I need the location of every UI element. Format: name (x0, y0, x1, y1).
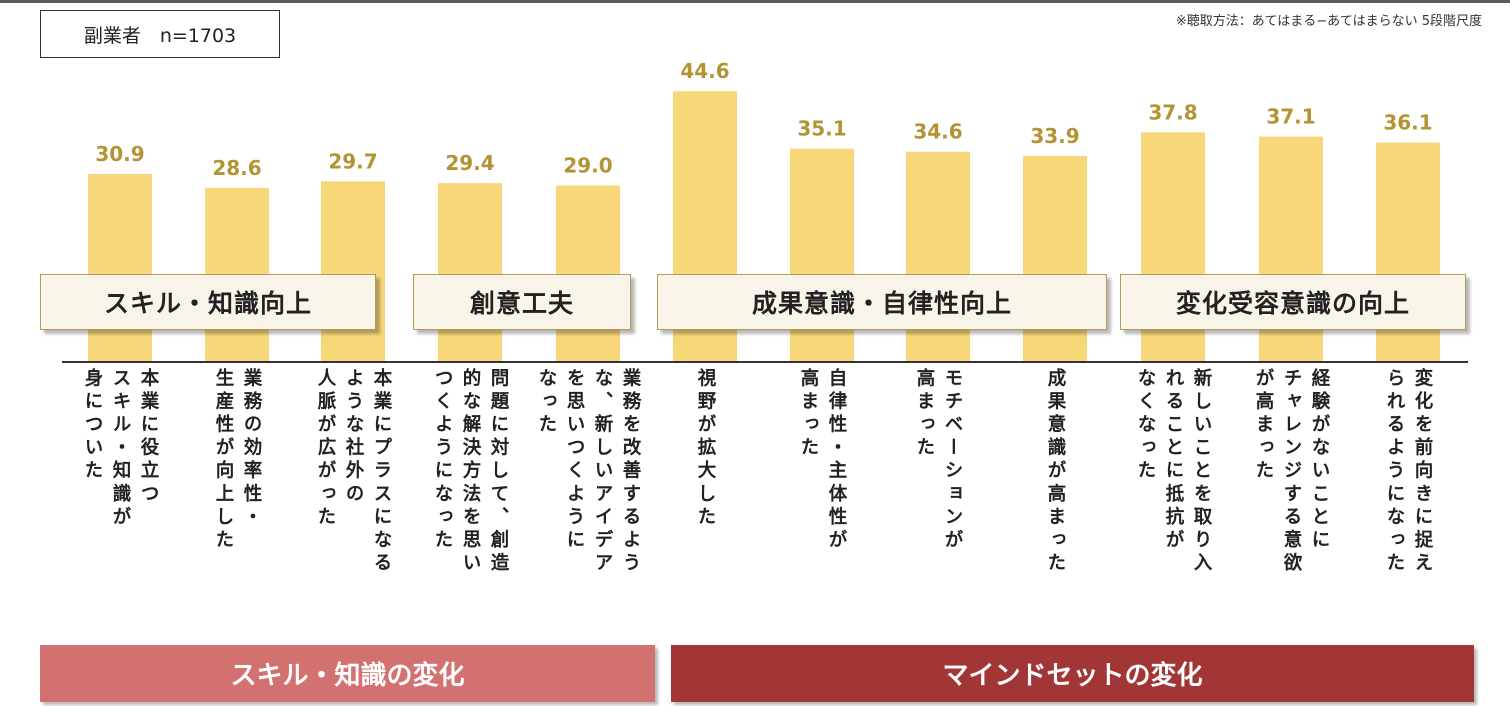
category-label-5-line-4: なった (536, 368, 557, 438)
category-label-7-line-1: 自律性・主体性が (826, 368, 847, 553)
bar-value-label-1: 30.9 (95, 142, 144, 166)
bar-1 (88, 174, 152, 361)
category-label-12-line-1: 変化を前向きに捉え (1412, 368, 1433, 576)
category-label-5-line-1: 業務を改善するよう (620, 368, 641, 576)
group-label-creativity: 創意工夫 (469, 289, 574, 318)
category-label-2-line-1: 業務の効率性・ (241, 368, 262, 530)
category-label-11-line-2: チャレンジする意欲 (1281, 368, 1302, 576)
category-label-10-line-3: なくなった (1135, 368, 1156, 484)
group-box-change-acceptance: 変化受容意識の向上 (1120, 274, 1466, 330)
top-rule (0, 0, 1510, 3)
bar-value-label-12: 36.1 (1383, 111, 1432, 135)
category-label-3-line-2: ような社外の (343, 368, 364, 507)
bar-5 (556, 185, 620, 361)
category-label-8-line-1: モチベーションが (942, 368, 963, 553)
category-label-1-line-3: 身についた (82, 368, 103, 484)
bar-3 (321, 181, 385, 361)
group-label-change-acceptance: 変化受容意識の向上 (1175, 289, 1410, 318)
sample-size-box: 副業者 n=1703 (40, 10, 280, 58)
group-box-autonomy: 成果意識・自律性向上 (657, 274, 1107, 330)
category-label-4-line-3: つくようになった (432, 368, 453, 553)
category-label-4-line-2: 的な解決方法を思い (460, 368, 481, 576)
category-label-6: 視野が拡大した (693, 368, 717, 530)
category-label-3-line-1: 本業にプラスになる (371, 368, 392, 576)
category-label-11: 経験がないことに チャレンジする意欲 が高まった (1251, 368, 1331, 576)
group-label-autonomy: 成果意識・自律性向上 (751, 289, 1012, 318)
category-label-4: 問題に対して、創造 的な解決方法を思い つくようになった (430, 368, 510, 576)
category-label-6-line-1: 視野が拡大した (695, 368, 716, 530)
bar-9 (1023, 155, 1087, 361)
category-label-9: 成果意識が高まった (1043, 368, 1067, 576)
bar-value-label-10: 37.8 (1148, 100, 1197, 124)
category-label-11-line-1: 経験がないことに (1309, 368, 1330, 553)
category-label-3: 本業にプラスになる ような社外の 人脈が広がった (313, 368, 393, 576)
category-label-2-line-2: 生産性が向上した (213, 368, 234, 553)
category-label-1-line-1: 本業に役立つ (138, 368, 159, 507)
category-label-1: 本業に役立つ スキル・知識が 身についた (80, 368, 160, 530)
category-label-7-line-2: 高まった (798, 368, 819, 461)
band-label-skill-change: スキル・知識の変化 (230, 661, 465, 691)
survey-method-note: ※聴取方法：あてはまる−あてはまらない 5段階尺度 (1175, 14, 1482, 29)
category-label-8-line-2: 高まった (914, 368, 935, 461)
group-label-skill: スキル・知識向上 (103, 289, 312, 318)
sample-size-label: 副業者 n=1703 (83, 24, 237, 47)
category-label-11-line-3: が高まった (1253, 368, 1274, 484)
bar-value-label-9: 33.9 (1030, 124, 1079, 148)
bar-4 (438, 183, 502, 361)
bar-value-label-7: 35.1 (797, 117, 846, 141)
category-label-5: 業務を改善するよう な、新しいアイデア を思いつくように なった (534, 368, 642, 576)
category-label-7: 自律性・主体性が 高まった (796, 368, 848, 553)
category-label-5-line-2: な、新しいアイデア (592, 368, 613, 576)
category-label-12: 変化を前向きに捉え られるようになった (1382, 368, 1434, 576)
band-skill-change: スキル・知識の変化 (40, 645, 655, 702)
category-label-10-line-1: 新しいことを取り入 (1191, 368, 1212, 576)
bar-value-label-5: 29.0 (563, 154, 612, 178)
category-label-2: 業務の効率性・ 生産性が向上した (211, 368, 263, 553)
bar-value-label-6: 44.6 (680, 59, 729, 83)
bar-value-label-11: 37.1 (1266, 105, 1315, 129)
bar-value-label-3: 29.7 (328, 149, 377, 173)
category-axis (62, 361, 1468, 363)
category-label-1-line-2: スキル・知識が (110, 368, 131, 530)
category-label-8: モチベーションが 高まった (912, 368, 964, 553)
group-box-creativity: 創意工夫 (413, 274, 631, 330)
category-label-3-line-3: 人脈が広がった (315, 368, 336, 530)
bar-value-label-2: 28.6 (212, 156, 261, 180)
category-label-10-line-2: れることに抵抗が (1163, 368, 1184, 553)
category-label-12-line-2: られるようになった (1384, 368, 1405, 576)
bar-value-label-4: 29.4 (445, 151, 494, 175)
bar-value-label-8: 34.6 (913, 120, 962, 144)
band-mindset-change: マインドセットの変化 (671, 645, 1474, 702)
category-label-10: 新しいことを取り入 れることに抵抗が なくなった (1133, 368, 1213, 576)
group-box-skill: スキル・知識向上 (40, 274, 376, 330)
category-label-9-line-1: 成果意識が高まった (1045, 368, 1066, 576)
category-label-4-line-1: 問題に対して、創造 (488, 368, 509, 576)
band-label-mindset-change: マインドセットの変化 (942, 661, 1203, 691)
category-label-5-line-3: を思いつくように (564, 368, 585, 553)
